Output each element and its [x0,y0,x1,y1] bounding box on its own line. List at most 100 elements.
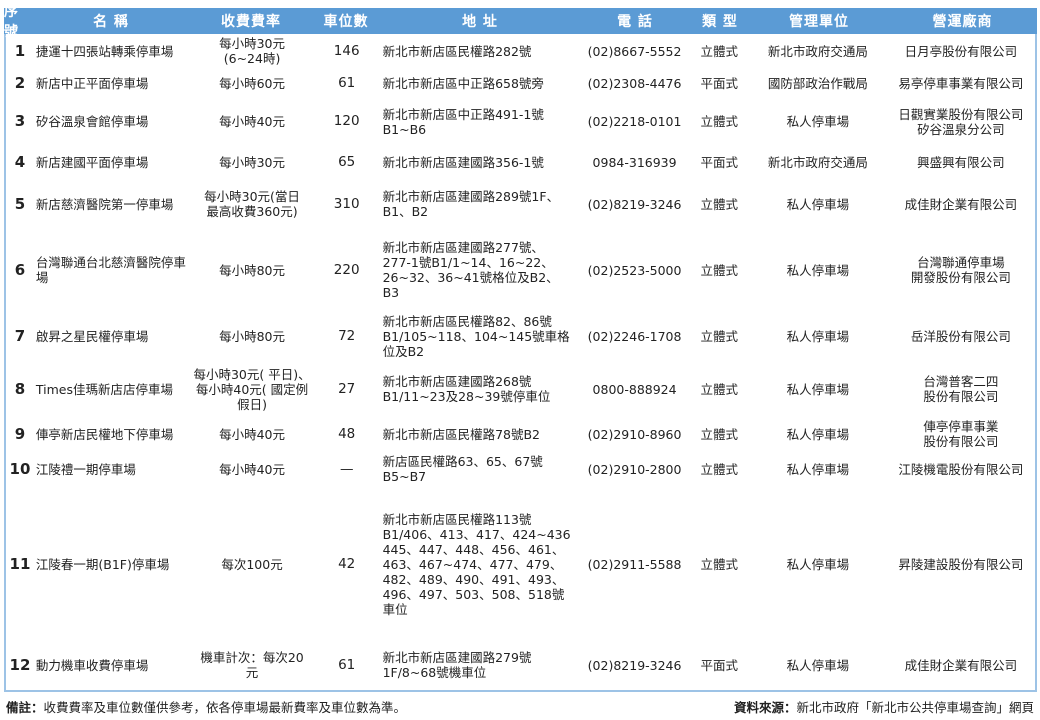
cell-type: 立體式 [700,262,738,278]
cell-operator: 江陵機電股份有限公司 [898,461,1024,477]
table-row: 10 江陵禮一期停車場 每小時40元 — 新店區民權路63、65、67號 B5~B7 (0… [6,450,1035,488]
header-phone: 電 話 [617,14,653,30]
cell-name: 啟昇之星民權停車場 [35,328,149,344]
cell-spaces: 120 [333,113,360,129]
header-address: 地 址 [462,14,498,30]
cell-address: 新北市新店區建國路268號 B1/11~23及28~39號停車位 [382,374,551,404]
cell-phone: (02)8219-3246 [587,196,682,212]
table-row: 1 捷運十四張站轉乘停車場 每小時30元 (6~24時) 146 新北市新店區民權路28… [6,34,1035,68]
cell-spaces: 65 [338,154,356,170]
cell-spaces: 220 [333,261,360,278]
table-row: 12 動力機車收費停車場 機車計次：每次20 元 61 新北市新店區建國路279號 1F… [6,640,1035,690]
cell-seq: 11 [9,554,31,573]
cell-type: 立體式 [700,328,738,344]
cell-management: 新北市政府交通局 [767,43,868,59]
cell-address: 新北市新店區中正路491-1號 B1~B6 [382,106,544,137]
cell-phone: (02)2910-2800 [587,461,682,477]
cell-seq: 4 [14,153,26,171]
cell-rate: 每小時40元 [219,426,285,442]
table-row: 2 新店中正平面停車場 每小時60元 61 新北市新店區中正路658號旁 (02)2308… [6,68,1035,98]
parking-table: 序號 名 稱 收費費率 車位數 地 址 電 話 類 型 管理單位 營運廠商 1 捷運十四張站轉乘停… [4,4,1037,692]
cell-type: 平面式 [700,155,738,170]
cell-phone: (02)2910-8960 [587,426,682,442]
cell-phone: (02)2246-1708 [587,328,682,344]
header-spaces: 車位數 [323,14,369,30]
cell-management: 私人停車場 [786,461,850,477]
cell-spaces: 27 [338,380,356,397]
cell-name: 新店中正平面停車場 [35,75,149,91]
cell-management: 私人停車場 [786,556,850,572]
cell-type: 平面式 [700,657,738,673]
cell-name: 江陵春一期(B1F)停車場 [35,556,170,572]
cell-seq: 9 [14,424,26,443]
cell-type: 平面式 [700,75,738,91]
cell-operator: 昇陵建設股份有限公司 [898,556,1024,572]
cell-operator: 成佳財企業有限公司 [904,196,1018,212]
cell-address: 新店區民權路63、65、67號 B5~B7 [382,454,543,484]
cell-type: 立體式 [700,114,738,129]
cell-rate: 每小時80元 [219,262,285,278]
table-row: 9 俥亭新店民權地下停車場 每小時40元 48 新北市新店區民權路78號B2 (02)29… [6,418,1035,450]
cell-spaces: 146 [333,42,360,59]
cell-type: 立體式 [700,381,738,397]
cell-name: 矽谷溫泉會館停車場 [35,114,149,129]
cell-operator: 日觀實業股份有限公司 矽谷溫泉分公司 [898,106,1024,137]
header-management: 管理單位 [789,14,849,30]
cell-spaces: 310 [333,195,360,212]
cell-operator: 成佳財企業有限公司 [904,657,1018,673]
cell-seq: 10 [9,459,31,478]
cell-address: 新北市新店區民權路113號 B1/406、413、417、424~436 445… [382,511,571,617]
cell-operator: 日月亭股份有限公司 [904,43,1018,59]
table-row: 7 啟昇之星民權停車場 每小時80元 72 新北市新店區民權路82、86號 B1/105… [6,312,1035,360]
cell-address: 新北市新店區建國路277號、 277-1號B1/1~14、16~22、 26~3… [382,240,559,300]
cell-phone: (02)2218-0101 [587,114,682,129]
cell-name: 新店建國平面停車場 [35,155,149,170]
cell-seq: 1 [14,41,26,60]
cell-address: 新北市新店區民權路82、86號 B1/105~118、104~145號車格 位及… [382,313,570,359]
footer: 備註：收費費率及車位數僅供參考，依各停車場最新費率及車位數為準。 資料來源：新北… [6,697,1034,716]
cell-operator: 岳洋股份有限公司 [910,328,1011,344]
cell-phone: (02)2911-5588 [587,556,682,572]
cell-address: 新北市新店區建國路279號 1F/8~68號機車位 [382,650,532,680]
cell-rate: 每小時30元 (6~24時) [219,36,285,66]
cell-spaces: 42 [338,555,356,572]
cell-name: Times佳瑪新店店停車場 [35,381,174,397]
cell-type: 立體式 [700,461,738,477]
table-header: 序號 名 稱 收費費率 車位數 地 址 電 話 類 型 管理單位 營運廠商 [4,4,1037,40]
cell-spaces: 48 [338,425,356,442]
cell-rate: 每小時40元 [219,114,285,129]
cell-phone: (02)2523-5000 [587,262,682,278]
cell-seq: 8 [14,379,26,398]
footer-source: 資料來源：新北市政府「新北市公共停車場查詢」網頁 [733,700,1034,715]
cell-seq: 7 [14,326,26,345]
cell-phone: (02)8667-5552 [587,43,682,59]
cell-seq: 12 [9,655,31,674]
cell-address: 新北市新店區民權路78號B2 [382,426,540,442]
table-row: 6 台灣聯通台北慈濟醫院停車場 每小時80元 220 新北市新店區建國路277號、 27… [6,228,1035,312]
cell-seq: 5 [14,194,26,213]
cell-phone: (02)8219-3246 [587,657,682,673]
cell-address: 新北市新店區建國路356-1號 [382,155,544,170]
header-name: 名 稱 [93,14,129,30]
cell-spaces: 61 [338,74,356,91]
cell-rate: 每小時60元 [219,75,285,91]
cell-rate: 每小時30元(當日 最高收費360元) [204,189,300,219]
cell-name: 新店慈濟醫院第一停車場 [35,196,174,212]
table-row: 4 新店建國平面停車場 每小時30元 65 新北市新店區建國路356-1號 0984-31… [6,145,1035,180]
cell-phone: (02)2308-4476 [587,75,682,91]
cell-name: 江陵禮一期停車場 [35,461,136,477]
cell-seq: 6 [14,260,26,279]
footer-note: 備註：收費費率及車位數僅供參考，依各停車場最新費率及車位數為準。 [6,700,407,715]
cell-management: 私人停車場 [786,328,850,344]
cell-type: 立體式 [700,556,738,572]
cell-rate: 每小時80元 [219,328,285,344]
cell-name: 台灣聯通台北慈濟醫院停車場 [35,255,186,285]
cell-operator: 易亭停車事業有限公司 [898,75,1024,91]
cell-type: 立體式 [700,196,738,212]
header-type: 類 型 [702,14,738,30]
cell-name: 動力機車收費停車場 [35,657,149,673]
cell-spaces: — [339,460,354,477]
cell-management: 私人停車場 [786,114,850,129]
table-row: 11 江陵春一期(B1F)停車場 每次100元 42 新北市新店區民權路113號 B1/… [6,488,1035,640]
cell-rate: 機車計次：每次20 元 [200,650,304,680]
